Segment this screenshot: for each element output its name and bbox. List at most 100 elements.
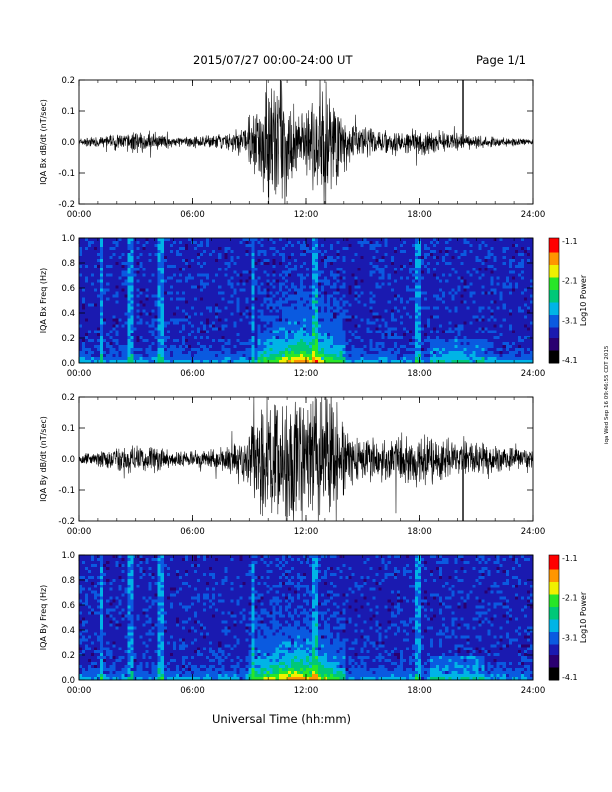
spectrogram-cell — [321, 348, 325, 352]
spectrogram-cell — [197, 285, 201, 289]
spectrogram-cell — [324, 306, 328, 310]
spectrogram-cell — [299, 246, 304, 251]
spectrogram-cell — [178, 306, 183, 310]
spectrogram-cell — [127, 303, 131, 307]
spectrogram-cell — [194, 297, 198, 301]
spectrogram-cell — [254, 303, 258, 307]
spectrogram-cell — [91, 282, 95, 287]
spectrogram-cell — [236, 357, 240, 361]
spectrogram-cell — [342, 273, 346, 278]
spectrogram-cell — [236, 351, 240, 355]
spectrogram-cell — [197, 288, 201, 292]
spectrogram-cell — [130, 300, 134, 304]
spectrogram-cell — [393, 303, 398, 307]
spectrogram-cell — [254, 273, 258, 278]
spectrogram-cell — [79, 238, 83, 242]
spectrogram-cell — [85, 294, 89, 298]
spectrogram-cell — [215, 351, 219, 355]
spectrogram-cell — [212, 267, 216, 272]
spectrogram-cell — [221, 240, 225, 245]
spectrogram-cell — [175, 330, 180, 334]
spectrogram-cell — [133, 315, 137, 319]
spectrogram-cell — [299, 279, 304, 284]
spectrogram-cell — [160, 264, 165, 269]
spectrogram-cell — [318, 300, 322, 304]
spectrogram-cell — [212, 270, 216, 275]
spectrogram-cell — [166, 300, 171, 304]
spectrogram-cell — [378, 285, 383, 289]
spectrogram-cell — [97, 282, 101, 287]
spectrogram-cell — [421, 252, 425, 257]
spectrogram-cell — [272, 288, 277, 292]
spectrogram-cell — [91, 336, 95, 340]
spectrogram-cell — [357, 297, 361, 301]
spectrogram-cell — [200, 348, 204, 352]
spectrogram-cell — [360, 330, 364, 334]
spectrogram-cell — [127, 255, 131, 260]
spectrogram-cell — [91, 333, 95, 337]
spectrogram-cell — [136, 333, 140, 337]
spectrogram-cell — [115, 258, 119, 263]
spectrogram-cell — [212, 321, 216, 325]
spectrogram-cell — [151, 243, 156, 248]
spectrogram-cell — [293, 321, 298, 325]
spectrogram-cell — [390, 258, 395, 263]
spectrogram-cell — [194, 354, 198, 358]
spectrogram-cell — [82, 342, 86, 346]
spectrogram-cell — [227, 249, 231, 254]
spectrogram-cell — [424, 273, 428, 278]
spectrogram-cell — [230, 351, 234, 355]
spectrogram-cell — [130, 354, 134, 358]
spectrogram-cell — [172, 243, 177, 248]
spectrogram-cell — [197, 339, 201, 343]
spectrogram-cell — [396, 357, 401, 361]
spectrogram-cell — [82, 270, 86, 275]
spectrogram-cell — [421, 249, 425, 254]
spectrogram-cell — [212, 351, 216, 355]
spectrogram-cell — [79, 354, 83, 358]
spectrogram-cell — [354, 291, 358, 295]
spectrogram-cell — [372, 321, 377, 325]
spectrogram-cell — [263, 291, 268, 295]
spectrogram-cell — [327, 306, 331, 310]
spectrogram-cell — [121, 243, 125, 248]
spectrogram-cell — [142, 336, 146, 340]
spectrogram-cell — [366, 345, 370, 349]
spectrogram-cell — [408, 252, 413, 257]
spectrogram-cell — [336, 249, 340, 254]
spectrogram-cell — [321, 327, 325, 331]
spectrogram-cell — [184, 294, 189, 298]
spectrogram-cell — [103, 264, 107, 269]
spectrogram-cell — [169, 246, 174, 251]
spectrogram-cell — [124, 264, 128, 269]
spectrogram-cell — [88, 273, 92, 278]
spectrogram-cell — [318, 270, 322, 275]
spectrogram-cell — [375, 288, 380, 292]
spectrogram-cell — [175, 294, 180, 298]
spectrogram-cell — [127, 276, 131, 281]
spectrogram-cell — [345, 282, 349, 287]
spectrogram-cell — [318, 276, 322, 281]
spectrogram-cell — [106, 267, 110, 272]
spectrogram-cell — [378, 336, 383, 340]
spectrogram-cell — [318, 264, 322, 269]
spectrogram-cell — [393, 330, 398, 334]
spectrogram-cell — [109, 264, 113, 269]
spectrogram-cell — [427, 282, 431, 287]
spectrogram-cell — [309, 333, 313, 337]
spectrogram-cell — [121, 303, 125, 307]
spectrogram-cell — [221, 249, 225, 254]
spectrogram-cell — [224, 321, 228, 325]
spectrogram-cell — [357, 288, 361, 292]
spectrogram-cell — [181, 348, 186, 352]
spectrogram-cell — [184, 357, 189, 361]
spectrogram-cell — [94, 312, 98, 316]
spectrogram-cell — [224, 327, 228, 331]
spectrogram-cell — [103, 348, 107, 352]
spectrogram-cell — [109, 345, 113, 349]
spectrogram-cell — [354, 243, 358, 248]
spectrogram-cell — [248, 294, 252, 298]
spectrogram-cell — [91, 309, 95, 313]
spectrogram-cell — [233, 240, 237, 245]
spectrogram-cell — [287, 360, 292, 364]
